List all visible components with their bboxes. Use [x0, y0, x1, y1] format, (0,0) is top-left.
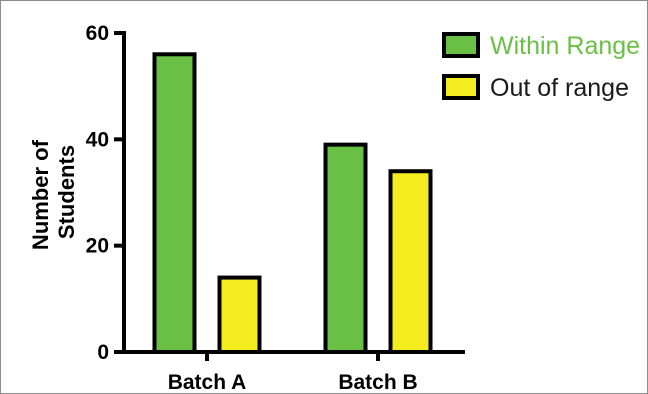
- bar-batch-a-within-range: [152, 52, 197, 355]
- x-tick-label-batch-a: Batch A: [168, 371, 247, 394]
- y-axis: 0 20 40 60: [86, 22, 126, 364]
- legend-swatch-out-of-range: [442, 74, 480, 100]
- legend-label-within-range: Within Range: [490, 32, 640, 60]
- y-tick-label-60: 60: [86, 22, 109, 45]
- bar-batch-a-out-of-range: [217, 275, 262, 355]
- legend-label-out-of-range: Out of range: [490, 74, 629, 102]
- y-axis-label-line-1: Number of: [28, 139, 53, 250]
- x-axis: Batch A Batch B: [122, 350, 465, 394]
- bar-batch-b-within-range: [323, 142, 368, 354]
- bar-batch-b-out-of-range: [388, 169, 433, 354]
- y-tick-label-40: 40: [86, 128, 109, 151]
- legend-swatch-within-range: [442, 32, 480, 58]
- y-tick-label-20: 20: [86, 235, 109, 258]
- x-tick-label-batch-b: Batch B: [338, 371, 417, 394]
- y-tick-label-0: 0: [97, 341, 109, 364]
- y-axis-label: Number of Students: [28, 134, 79, 250]
- legend: Within Range Out of range: [442, 32, 640, 102]
- y-axis-label-line-2: Students: [54, 145, 79, 239]
- bars-group: [152, 52, 433, 355]
